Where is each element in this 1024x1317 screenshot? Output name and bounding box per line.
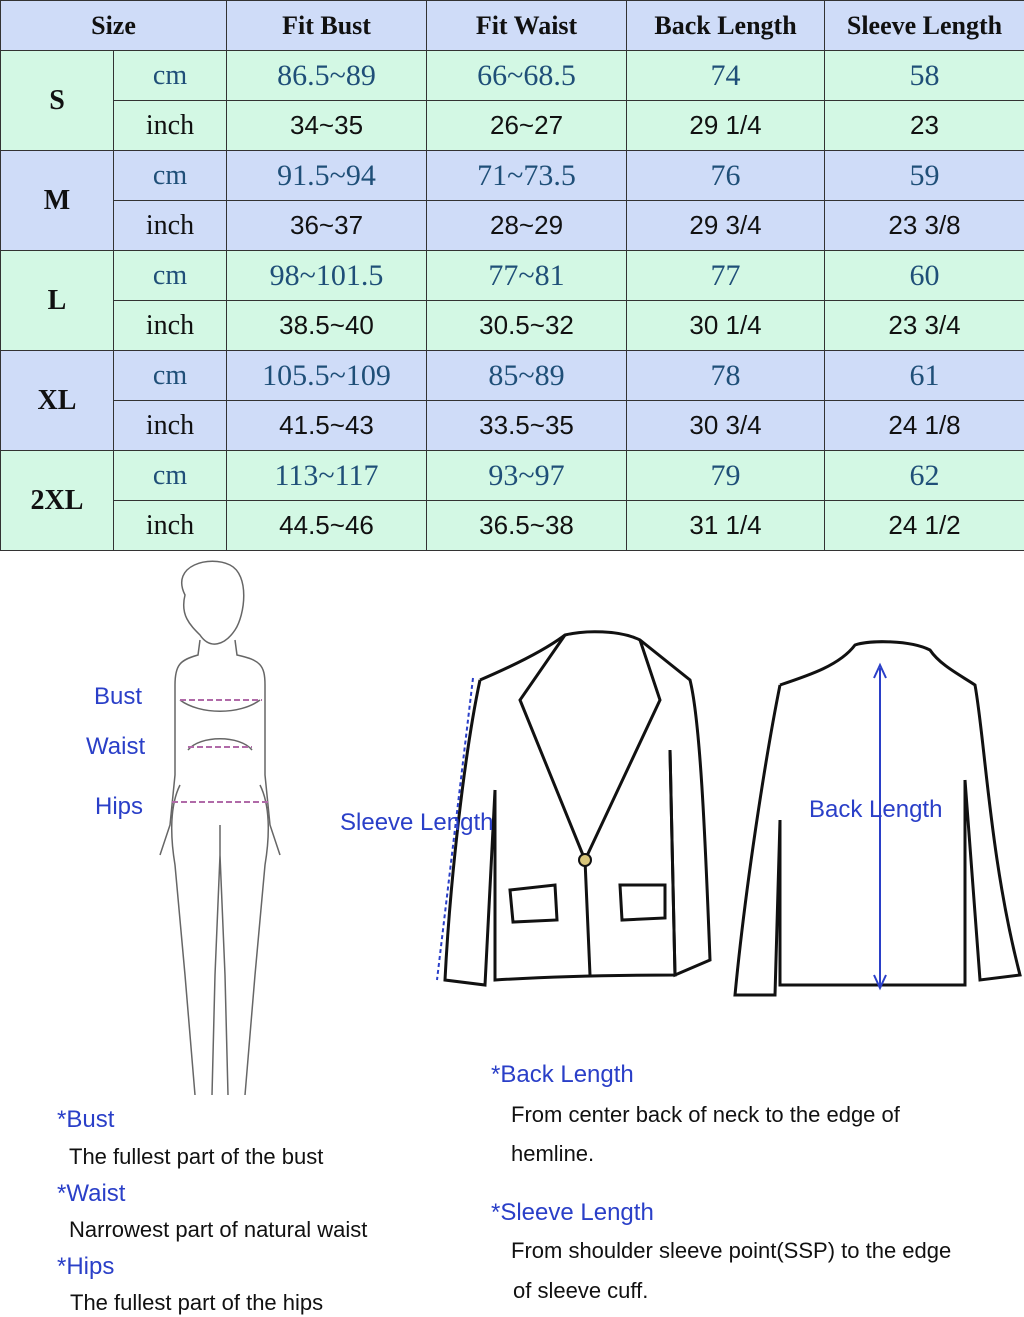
unit-inch: inch (112, 200, 228, 251)
cm-sleeve-length: 58 (824, 50, 1024, 101)
sleeve-length-note-title: *Sleeve Length (491, 1199, 654, 1226)
sleeve-length-note-text-1: From shoulder sleeve point(SSP) to the e… (511, 1238, 952, 1263)
inch-fit-bust: 44.5~46 (226, 500, 428, 551)
bust-note-title: *Bust (57, 1106, 115, 1133)
hips-label: Hips (95, 793, 144, 820)
cm-fit-bust: 91.5~94 (226, 150, 428, 201)
header-size: Size (0, 0, 228, 51)
header-fit-bust: Fit Bust (226, 0, 428, 51)
unit-inch: inch (112, 100, 228, 151)
inch-back-length: 31 1/4 (626, 500, 826, 551)
header-back-length: Back Length (626, 0, 826, 51)
cm-fit-waist: 77~81 (426, 250, 628, 301)
inch-sleeve-length: 23 3/8 (824, 200, 1024, 251)
back-length-note-text-1: From center back of neck to the edge of (511, 1102, 900, 1127)
inch-sleeve-length: 24 1/8 (824, 400, 1024, 451)
cm-fit-bust: 86.5~89 (226, 50, 428, 101)
back-length-label: Back Length (809, 796, 943, 823)
inch-back-length: 30 3/4 (626, 400, 826, 451)
inch-fit-waist: 33.5~35 (426, 400, 628, 451)
table-row-inch: inch 41.5~43 33.5~35 30 3/4 24 1/8 (1, 400, 1024, 451)
inch-sleeve-length: 23 3/4 (824, 300, 1024, 351)
header-fit-waist: Fit Waist (426, 0, 628, 51)
cm-back-length: 78 (626, 350, 826, 401)
cm-back-length: 76 (626, 150, 826, 201)
table-row-cm: XL cm 105.5~109 85~89 78 61 (0, 350, 1024, 451)
inch-sleeve-length: 23 (824, 100, 1024, 151)
size-chart-table: Size Fit Bust Fit Waist Back Length Slee… (0, 0, 1024, 551)
unit-inch: inch (112, 400, 228, 451)
cm-fit-bust: 113~117 (226, 450, 428, 501)
cm-fit-waist: 93~97 (426, 450, 628, 501)
unit-cm: cm (112, 250, 228, 301)
jacket-back-illustration (733, 640, 1022, 997)
sleeve-length-note-text-2: of sleeve cuff. (513, 1278, 649, 1303)
inch-fit-bust: 41.5~43 (226, 400, 428, 451)
back-length-note-title: *Back Length (491, 1061, 634, 1088)
back-length-note-text-2: hemline. (511, 1141, 595, 1166)
waist-note-text: Narrowest part of natural waist (69, 1217, 368, 1242)
hips-note-text: The fullest part of the hips (70, 1290, 324, 1315)
cm-sleeve-length: 61 (824, 350, 1024, 401)
inch-fit-bust: 34~35 (226, 100, 428, 151)
inch-back-length: 29 3/4 (626, 200, 826, 251)
hips-note-title: *Hips (57, 1253, 115, 1280)
inch-fit-bust: 38.5~40 (226, 300, 428, 351)
cm-sleeve-length: 60 (824, 250, 1024, 301)
unit-inch: inch (112, 500, 228, 551)
header-sleeve-length: Sleeve Length (824, 0, 1024, 51)
inch-fit-waist: 26~27 (426, 100, 628, 151)
cm-sleeve-length: 59 (824, 150, 1024, 201)
table-row-inch: inch 36~37 28~29 29 3/4 23 3/8 (1, 200, 1024, 251)
waist-label: Waist (86, 733, 146, 760)
size-cell: XL (0, 350, 114, 451)
unit-inch: inch (112, 300, 228, 351)
size-cell: L (0, 250, 114, 351)
inch-back-length: 29 1/4 (626, 100, 826, 151)
header-row: Size Fit Bust Fit Waist Back Length Slee… (0, 0, 1024, 51)
inch-fit-waist: 30.5~32 (426, 300, 628, 351)
unit-cm: cm (112, 150, 228, 201)
unit-cm: cm (112, 350, 228, 401)
waist-note-title: *Waist (57, 1180, 126, 1207)
cm-sleeve-length: 62 (824, 450, 1024, 501)
inch-sleeve-length: 24 1/2 (824, 500, 1024, 551)
size-cell: 2XL (0, 450, 114, 551)
inch-fit-waist: 28~29 (426, 200, 628, 251)
inch-fit-waist: 36.5~38 (426, 500, 628, 551)
body-figure-illustration (159, 560, 281, 1096)
cm-fit-bust: 98~101.5 (226, 250, 428, 301)
unit-cm: cm (112, 50, 228, 101)
cm-fit-waist: 85~89 (426, 350, 628, 401)
table-row-cm: 2XL cm 113~117 93~97 79 62 (0, 450, 1024, 551)
inch-fit-bust: 36~37 (226, 200, 428, 251)
inch-back-length: 30 1/4 (626, 300, 826, 351)
jacket-front-illustration (436, 630, 712, 987)
size-cell: M (0, 150, 114, 251)
unit-cm: cm (112, 450, 228, 501)
cm-back-length: 79 (626, 450, 826, 501)
cm-back-length: 77 (626, 250, 826, 301)
cm-fit-bust: 105.5~109 (226, 350, 428, 401)
bust-label: Bust (94, 683, 143, 710)
size-cell: S (0, 50, 114, 151)
table-row-inch: inch 44.5~46 36.5~38 31 1/4 24 1/2 (1, 500, 1024, 551)
cm-fit-waist: 71~73.5 (426, 150, 628, 201)
table-row-inch: inch 38.5~40 30.5~32 30 1/4 23 3/4 (1, 300, 1024, 351)
bust-note-text: The fullest part of the bust (69, 1144, 324, 1169)
cm-fit-waist: 66~68.5 (426, 50, 628, 101)
sleeve-length-label: Sleeve Length (340, 809, 494, 836)
cm-back-length: 74 (626, 50, 826, 101)
table-row-inch: inch 34~35 26~27 29 1/4 23 (1, 100, 1024, 151)
